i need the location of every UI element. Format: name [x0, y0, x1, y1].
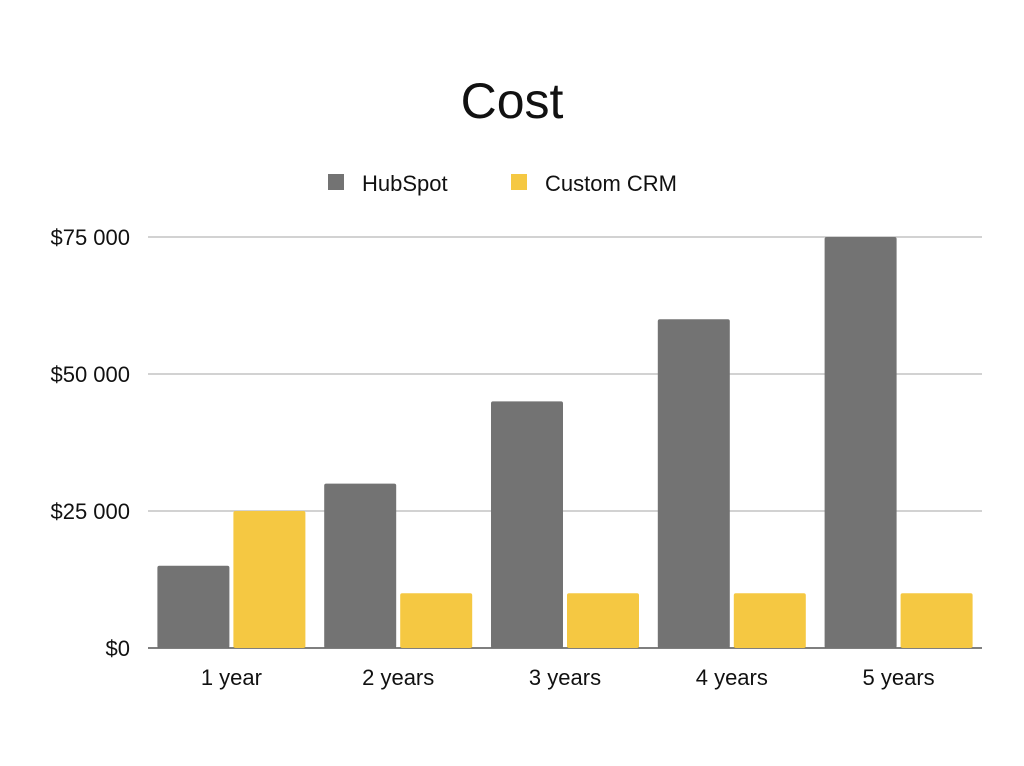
x-tick-label-4-years: 4 years — [696, 665, 768, 690]
x-tick-label-2-years: 2 years — [362, 665, 434, 690]
y-tick-label: $50 000 — [50, 362, 130, 387]
legend-label-hubspot: HubSpot — [362, 171, 448, 196]
bar-hubspot-2-years — [324, 483, 397, 648]
x-tick-label-3-years: 3 years — [529, 665, 601, 690]
chart-title: Cost — [461, 73, 564, 129]
chart-legend: HubSpot Custom CRM — [328, 171, 677, 196]
y-tick-label: $75 000 — [50, 225, 130, 250]
bars — [157, 237, 973, 648]
x-tick-label-5-years: 5 years — [863, 665, 935, 690]
y-axis-ticks: $0 $25 000 $50 000 $75 000 — [50, 225, 130, 661]
bar-custom-crm-3-years — [567, 593, 639, 648]
bar-custom-crm-5-years — [900, 593, 973, 648]
legend-label-custom-crm: Custom CRM — [545, 171, 677, 196]
bar-hubspot-5-years — [824, 237, 897, 648]
bar-custom-crm-1-year — [233, 511, 306, 648]
bar-hubspot-3-years — [491, 401, 563, 648]
bar-custom-crm-2-years — [400, 593, 473, 648]
legend-swatch-custom-crm — [511, 174, 527, 190]
bar-hubspot-4-years — [657, 319, 730, 648]
legend-swatch-hubspot — [328, 174, 344, 190]
bar-hubspot-1-year — [157, 565, 230, 648]
y-tick-label: $0 — [106, 636, 130, 661]
y-tick-label: $25 000 — [50, 499, 130, 524]
bar-custom-crm-4-years — [733, 593, 806, 648]
x-tick-label-1-year: 1 year — [201, 665, 262, 690]
x-axis-ticks: 1 year 2 years 3 years 4 years 5 years — [201, 665, 935, 690]
